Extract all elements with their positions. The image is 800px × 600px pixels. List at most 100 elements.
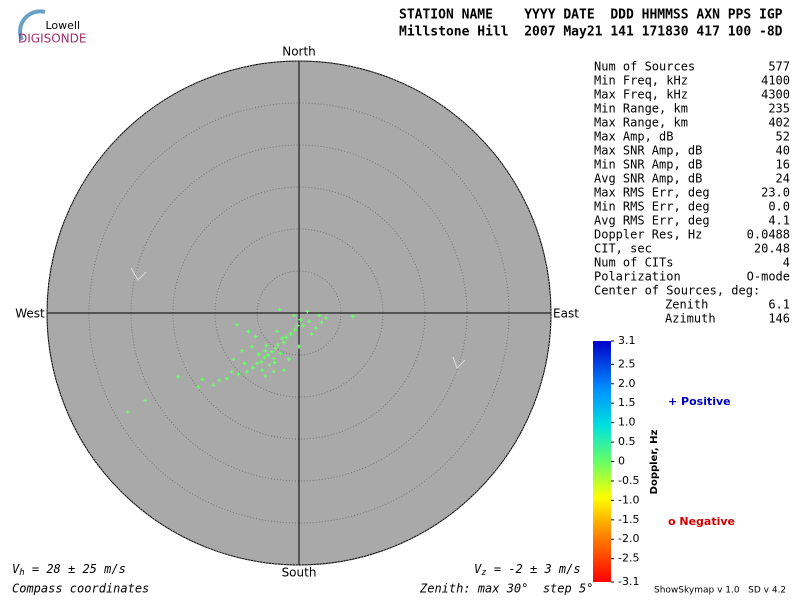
source-point	[244, 369, 249, 374]
logo-swoosh	[18, 9, 46, 41]
stat-value: 0.0488	[747, 228, 790, 242]
colorbar-tick-label: -1.0	[618, 493, 639, 506]
source-point	[239, 348, 244, 353]
source-point	[260, 368, 265, 373]
center-value: 146	[768, 312, 790, 326]
source-point	[265, 353, 270, 357]
source-point	[277, 307, 282, 312]
stat-value: 4300	[761, 88, 790, 102]
source-point	[280, 336, 285, 341]
stat-value: 52	[776, 130, 790, 144]
source-point	[143, 398, 148, 403]
north-label: North	[282, 45, 316, 59]
colorbar-tick-label: 2.5	[618, 357, 636, 370]
stat-value: O-mode	[747, 270, 790, 284]
stat-label: Min Freq, kHz	[594, 74, 688, 88]
source-point	[317, 313, 322, 318]
center-label: Azimuth	[665, 312, 716, 326]
colorbar-tick-label: -2.5	[618, 552, 639, 565]
source-point	[276, 342, 280, 347]
center-title: Center of Sources, deg:	[594, 284, 760, 298]
stat-value: 402	[768, 116, 790, 130]
stat-label: Max Amp, dB	[594, 130, 673, 144]
stat-label: Avg RMS Err, deg	[594, 214, 710, 228]
version-text: ShowSkymap v 1.0 SD v 4.2	[654, 586, 786, 596]
source-point	[224, 376, 229, 381]
source-point	[319, 320, 324, 325]
source-point	[270, 349, 275, 354]
stat-value: 20.48	[754, 242, 790, 256]
colorbar-tick-label: 1.0	[618, 416, 636, 429]
colorbar-tick-label: 0.5	[618, 435, 636, 448]
source-point	[271, 356, 276, 361]
west-label: West	[15, 307, 45, 321]
source-point	[250, 365, 255, 370]
source-point	[234, 322, 239, 327]
stat-label: Max Freq, kHz	[594, 88, 688, 102]
source-point	[259, 359, 264, 364]
vh-sub: h	[19, 568, 24, 578]
colorbar-tick-label: -0.5	[618, 474, 639, 487]
colorbar-tick-label: -3.1	[618, 575, 639, 588]
source-point	[236, 372, 241, 377]
source-point	[281, 340, 286, 345]
source-point	[286, 357, 291, 362]
source-point	[256, 352, 261, 357]
source-point	[246, 329, 251, 334]
center-label: Zenith	[665, 298, 708, 312]
source-point	[301, 323, 306, 328]
coords-text: Compass coordinates	[12, 582, 149, 596]
colorbar	[593, 341, 611, 582]
source-point	[211, 383, 216, 388]
negative-legend: o Negative	[668, 515, 735, 528]
stat-value: 0.0	[768, 200, 790, 214]
stat-label: Max SNR Amp, dB	[594, 144, 702, 158]
source-point	[298, 317, 303, 322]
stat-label: Min SNR Amp, dB	[594, 158, 702, 172]
source-point	[350, 314, 355, 319]
source-point	[217, 378, 222, 383]
stat-value: 24	[776, 172, 790, 186]
colorbar-tick-label: -1.5	[618, 513, 639, 526]
stat-label: Num of CITs	[594, 256, 673, 270]
source-point	[271, 369, 276, 374]
source-point	[323, 316, 328, 321]
source-point	[242, 361, 247, 366]
stat-label: Min RMS Err, deg	[594, 200, 710, 214]
source-point	[253, 334, 258, 339]
colorbar-tick-label: 3.1	[618, 334, 636, 347]
stat-value: 40	[776, 144, 790, 158]
source-point	[313, 326, 318, 331]
source-point	[288, 332, 293, 336]
zenith-text: Zenith: max 30° step 5°	[419, 582, 593, 596]
colorbar-tick-label: -2.0	[618, 532, 639, 545]
stat-value: 23.0	[761, 186, 790, 200]
header-values: Millstone Hill 2007 May21 141 171830 417…	[399, 25, 783, 40]
source-point	[307, 319, 312, 324]
vh-text: Vh = 28 ± 25 m/s	[12, 562, 126, 578]
header-labels: STATION NAME YYYY DATE DDD HHMMSS AXN PP…	[399, 8, 783, 23]
colorbar-tick-label: 0	[618, 455, 625, 468]
stat-value: 16	[776, 158, 790, 172]
source-point	[295, 323, 300, 328]
vh-value: = 28 ± 25 m/s	[25, 562, 126, 576]
stat-label: Num of Sources	[594, 60, 695, 74]
stat-value: 4	[783, 256, 790, 270]
colorbar-tick-label: 1.5	[618, 396, 636, 409]
source-point	[309, 332, 314, 336]
center-value: 6.1	[768, 298, 790, 312]
logo-line2: DIGISONDE	[18, 32, 86, 46]
source-point	[291, 313, 296, 318]
source-point	[255, 361, 259, 366]
source-point	[275, 329, 280, 334]
source-point	[278, 351, 283, 356]
stat-label: Max RMS Err, deg	[594, 186, 710, 200]
source-point	[200, 377, 205, 382]
source-point	[262, 355, 267, 360]
stat-value: 4100	[761, 74, 790, 88]
wind-marker	[130, 267, 147, 281]
stat-value: 4.1	[768, 214, 790, 228]
colorbar-label: Doppler, Hz	[649, 430, 660, 495]
source-point	[263, 348, 268, 353]
